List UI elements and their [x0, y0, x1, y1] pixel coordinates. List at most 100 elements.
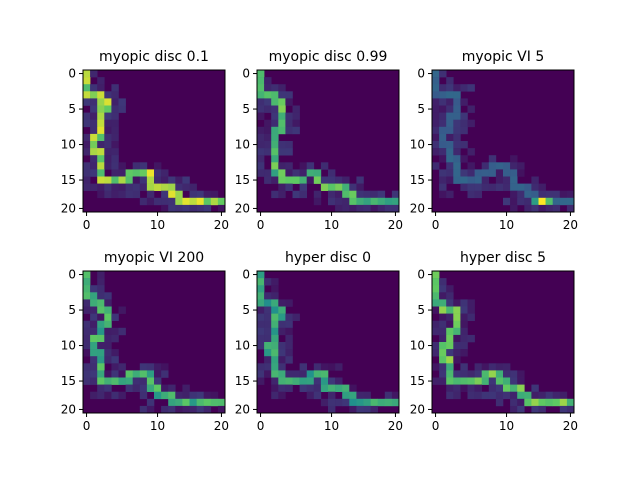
heatmap-cell	[481, 370, 490, 378]
heatmap-cell	[97, 377, 105, 385]
heatmap-cell	[460, 112, 468, 120]
heatmap-cell	[196, 197, 204, 206]
heatmap-cell	[285, 126, 293, 135]
heatmap-cell	[391, 398, 400, 407]
heatmap-cell	[453, 320, 461, 329]
heatmap-cell	[203, 405, 212, 414]
heatmap-cell	[453, 306, 461, 314]
heatmap-cell	[474, 169, 482, 177]
heatmap-cell	[370, 190, 378, 199]
heatmap-cell	[488, 169, 497, 177]
y-tick-label: 20	[410, 201, 425, 215]
heatmap-cell	[363, 204, 371, 213]
heatmap-cell	[146, 377, 155, 385]
heatmap-cell	[90, 363, 98, 371]
heatmap-cell	[503, 176, 511, 184]
heatmap-cell	[474, 363, 482, 371]
heatmap-cell	[175, 398, 183, 407]
heatmap-cell	[111, 126, 119, 135]
heatmap-cell	[439, 70, 447, 78]
heatmap-cell	[320, 363, 329, 371]
heatmap-cell	[538, 197, 546, 206]
heatmap-cell	[97, 391, 105, 400]
heatmap-cell	[349, 384, 357, 392]
heatmap-cell	[271, 91, 279, 99]
heatmap-cell	[278, 126, 286, 135]
heatmap-cell	[90, 84, 98, 92]
heatmap-cell	[83, 278, 91, 286]
heatmap-cell	[446, 98, 454, 106]
heatmap-cell	[531, 204, 539, 213]
heatmap-cell	[83, 176, 91, 184]
heatmap-cell	[83, 285, 91, 293]
heatmap-cell	[524, 197, 532, 206]
heatmap-cell	[545, 204, 553, 213]
heatmap-cell	[97, 190, 105, 199]
heatmap-cell	[264, 84, 272, 92]
heatmap-cell	[257, 306, 265, 314]
heatmap-cell	[132, 370, 141, 378]
heatmap-cell	[510, 155, 518, 163]
heatmap-cell	[559, 405, 568, 414]
heatmap-cell	[524, 183, 532, 191]
heatmap-cell	[559, 197, 568, 206]
heatmap-cell	[363, 190, 371, 199]
heatmap-cell	[446, 292, 454, 300]
heatmap-cell	[271, 327, 279, 336]
heatmap-cell	[552, 398, 561, 407]
heatmap-cell	[439, 292, 447, 300]
heatmap-cell	[97, 327, 105, 336]
heatmap-cell	[495, 391, 504, 400]
y-tick-label: 5	[417, 102, 425, 116]
heatmap-cell	[97, 306, 105, 314]
x-tick-label: 10	[324, 218, 339, 232]
heatmap-cell	[118, 98, 126, 106]
heatmap-panel: myopic disc 0.1 0 10 20 0 5 10 15 20	[61, 49, 229, 232]
heatmap-cell	[278, 91, 286, 99]
heatmap-cell	[90, 112, 98, 120]
heatmap-cell	[189, 204, 197, 213]
heatmap-cell	[271, 299, 279, 307]
heatmap-cell	[531, 190, 539, 199]
y-tick-label: 10	[410, 138, 425, 152]
heatmap-cell	[453, 133, 461, 142]
axes-frame	[256, 69, 400, 213]
heatmap-cell	[278, 105, 286, 113]
heatmap-cell	[285, 320, 293, 329]
heatmap-cell	[104, 183, 112, 191]
heatmap-cell	[453, 112, 461, 120]
heatmap-cell	[104, 334, 112, 343]
heatmap-cell	[524, 398, 532, 407]
heatmap-cell	[90, 342, 98, 350]
heatmap-cell	[168, 391, 176, 400]
heatmap-cell	[481, 377, 490, 385]
heatmap-cell	[132, 183, 141, 191]
y-tick-label: 15	[235, 374, 250, 388]
heatmap-cell	[83, 299, 91, 307]
heatmap-cell	[432, 133, 440, 142]
heatmap-cell	[146, 363, 155, 371]
heatmap-cell	[292, 169, 300, 177]
heatmap-cell	[446, 119, 454, 128]
heatmap-cell	[104, 176, 112, 184]
heatmap-cell	[83, 306, 91, 314]
heatmap-cell	[154, 370, 162, 378]
heatmap-cell	[271, 292, 279, 300]
heatmap-cell	[83, 320, 91, 329]
y-tick-label: 20	[61, 402, 76, 416]
heatmap-cell	[257, 84, 265, 92]
heatmap-cell	[196, 391, 204, 400]
heatmap-cell	[432, 285, 440, 293]
heatmap-cell	[111, 327, 119, 336]
y-tick-label: 5	[417, 303, 425, 317]
heatmap-cell	[432, 105, 440, 113]
heatmap-cell	[182, 398, 190, 407]
heatmap-cell	[83, 148, 91, 156]
heatmap-cell	[257, 327, 265, 336]
heatmap-cell	[285, 183, 293, 191]
heatmap-cell	[118, 190, 126, 199]
heatmap-cell	[356, 197, 364, 206]
heatmap-cell	[278, 349, 286, 357]
heatmap-cell	[384, 391, 393, 400]
heatmap-cell	[125, 169, 133, 177]
